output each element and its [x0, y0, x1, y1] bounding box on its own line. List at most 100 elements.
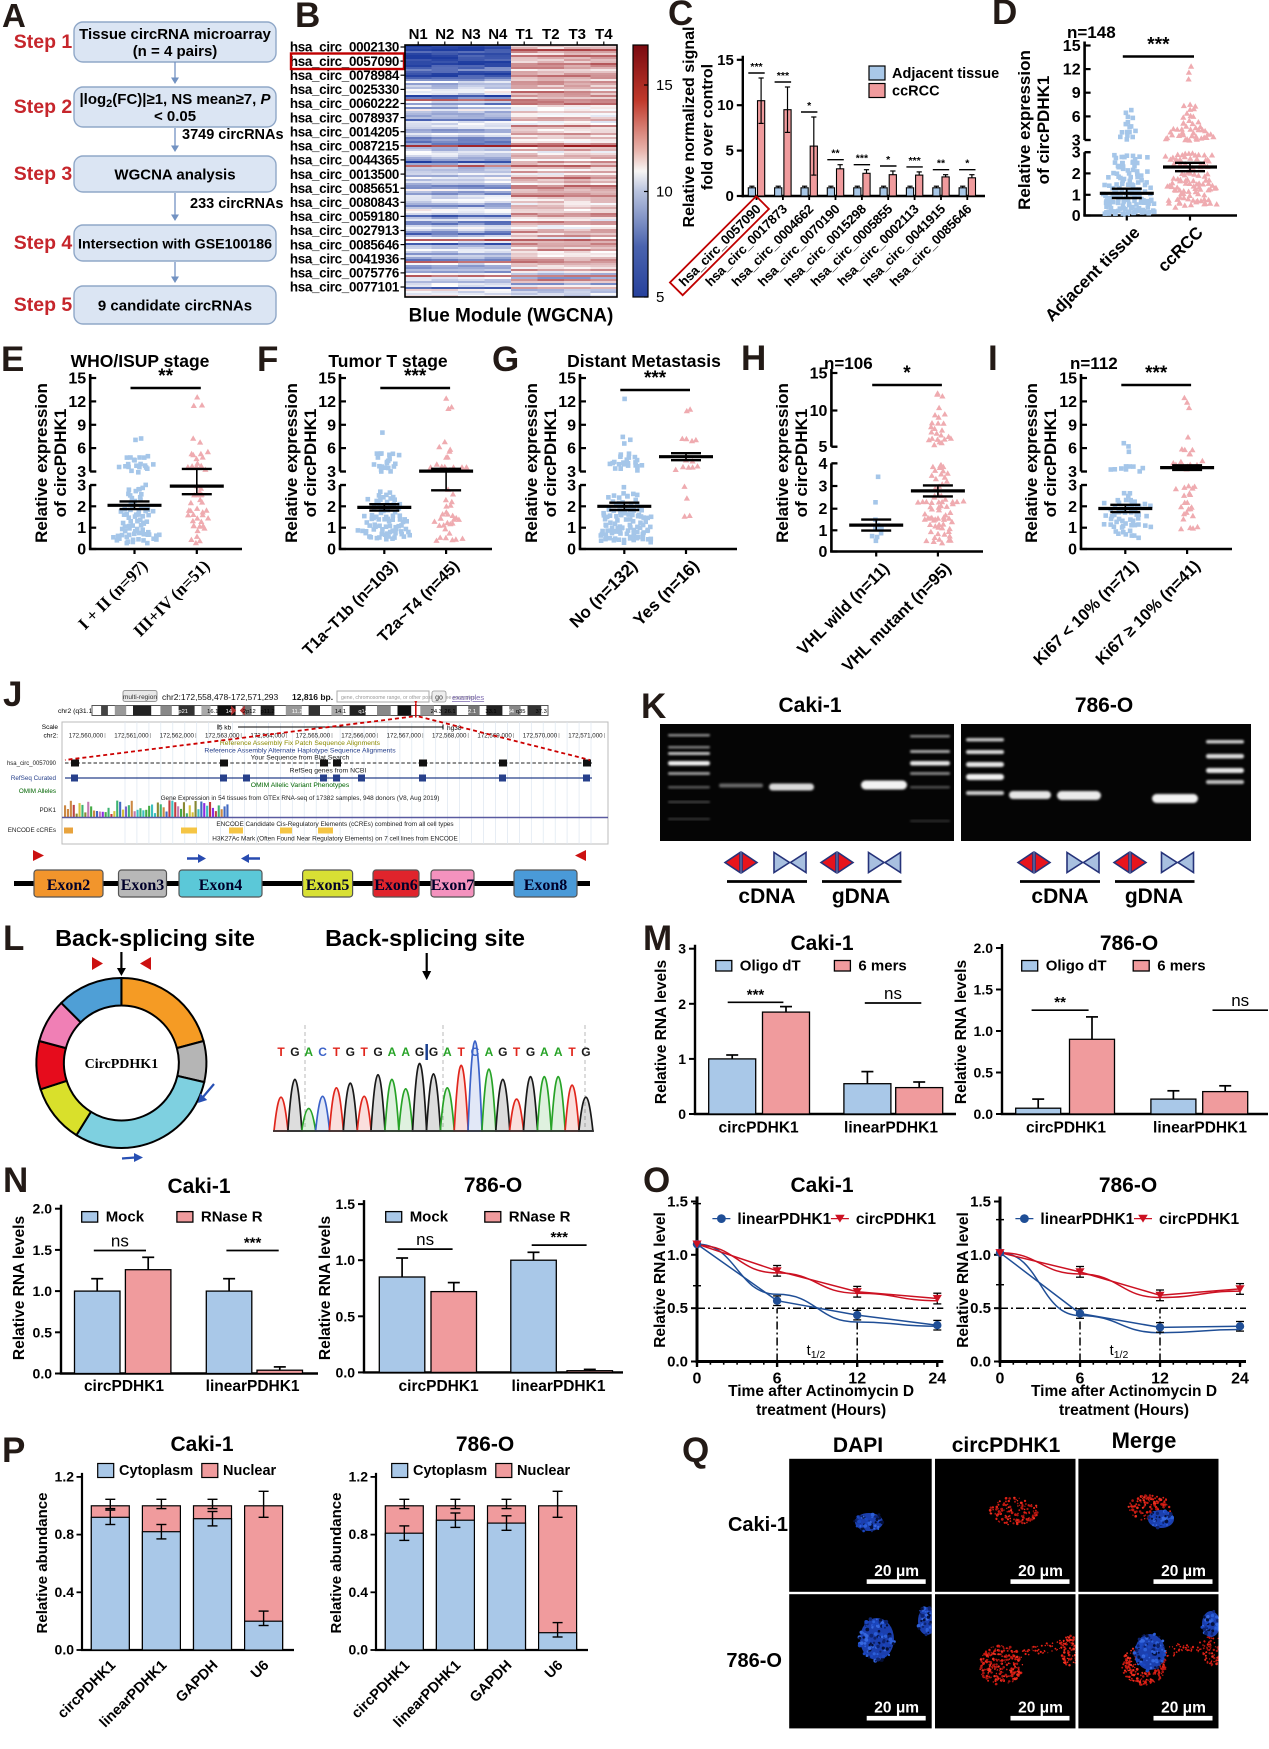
- svg-text:Relative normalized signal: Relative normalized signal: [681, 27, 698, 228]
- svg-text:4: 4: [818, 456, 827, 473]
- svg-text:< 0.05: < 0.05: [154, 108, 196, 125]
- svg-text:circPDHK1: circPDHK1: [952, 1434, 1061, 1457]
- svg-text:C: C: [668, 0, 693, 33]
- svg-text:1: 1: [77, 520, 86, 537]
- svg-text:172,566,000: 172,566,000: [341, 733, 376, 740]
- svg-text:linearPDHK1: linearPDHK1: [512, 1378, 606, 1395]
- svg-text:1.5: 1.5: [33, 1242, 53, 1258]
- svg-text:***: ***: [1147, 35, 1170, 56]
- svg-text:T3: T3: [568, 26, 586, 43]
- svg-text:786-O: 786-O: [1075, 694, 1133, 717]
- svg-text:172,570,000: 172,570,000: [523, 733, 558, 740]
- svg-text:Nuclear: Nuclear: [517, 1463, 571, 1479]
- svg-text:Exon3: Exon3: [121, 877, 165, 894]
- svg-text:1.2: 1.2: [349, 1468, 369, 1484]
- svg-text:0.8: 0.8: [349, 1526, 369, 1542]
- svg-text:0.0: 0.0: [33, 1366, 53, 1382]
- svg-text:ns: ns: [416, 1230, 434, 1249]
- svg-text:1.0: 1.0: [974, 1023, 994, 1039]
- svg-text:Step 4: Step 4: [14, 232, 73, 254]
- svg-text:9: 9: [1072, 85, 1081, 102]
- svg-text:T: T: [277, 1045, 285, 1059]
- svg-text:2: 2: [818, 501, 827, 518]
- svg-text:Adjacent tissue: Adjacent tissue: [892, 66, 999, 82]
- svg-text:1.5: 1.5: [974, 982, 994, 998]
- svg-text:2: 2: [77, 499, 86, 516]
- svg-text:K: K: [641, 687, 666, 726]
- svg-text:hsa_circ_0013500: hsa_circ_0013500: [290, 167, 399, 182]
- svg-text:H3K27Ac Mark (Often Found Near: H3K27Ac Mark (Often Found Near Regulator…: [212, 836, 457, 843]
- svg-text:0: 0: [77, 542, 86, 559]
- svg-text:1: 1: [818, 523, 827, 540]
- svg-text:cDNA: cDNA: [738, 885, 795, 908]
- svg-text:**: **: [831, 148, 840, 160]
- svg-text:Exon6: Exon6: [374, 877, 418, 894]
- svg-text:q34: q34: [504, 709, 514, 715]
- svg-text:6 mers: 6 mers: [858, 958, 906, 975]
- svg-text:gDNA: gDNA: [1125, 885, 1183, 908]
- svg-text:***: ***: [856, 153, 869, 165]
- svg-text:3: 3: [77, 464, 86, 481]
- svg-text:n=148: n=148: [1067, 23, 1116, 42]
- svg-text:Relative RNA level: Relative RNA level: [955, 1212, 972, 1348]
- svg-text:6: 6: [327, 441, 336, 458]
- svg-text:0.0: 0.0: [970, 1354, 991, 1371]
- svg-text:786-O: 786-O: [456, 1433, 514, 1456]
- svg-text:A: A: [388, 1045, 397, 1059]
- svg-text:Step 3: Step 3: [14, 163, 73, 185]
- svg-text:G: G: [526, 1045, 535, 1059]
- svg-text:172,567,000: 172,567,000: [387, 733, 422, 740]
- svg-text:Oligo dT: Oligo dT: [740, 958, 801, 975]
- svg-text:WHO/ISUP stage: WHO/ISUP stage: [71, 351, 210, 371]
- svg-text:N1: N1: [409, 26, 428, 43]
- svg-text:Step 2: Step 2: [14, 96, 73, 118]
- svg-text:L: L: [3, 919, 24, 958]
- svg-text:circPDHK1: circPDHK1: [84, 1378, 164, 1395]
- svg-text:Caki-1: Caki-1: [167, 1175, 230, 1198]
- svg-text:examples: examples: [452, 693, 484, 702]
- svg-text:0.5: 0.5: [33, 1324, 53, 1340]
- svg-text:Gene Expression in 54 tissues: Gene Expression in 54 tissues from GTEx …: [161, 795, 440, 802]
- svg-text:172,561,000: 172,561,000: [114, 733, 149, 740]
- svg-text:0.0: 0.0: [974, 1106, 994, 1122]
- svg-text:hsa_circ_0078937: hsa_circ_0078937: [290, 110, 399, 125]
- svg-text:hsa_circ_0085651: hsa_circ_0085651: [290, 181, 400, 196]
- svg-text:172,563,000: 172,563,000: [205, 733, 240, 740]
- svg-text:of circPDHK1: of circPDHK1: [792, 409, 811, 518]
- svg-text:Back-splicing site: Back-splicing site: [55, 925, 255, 951]
- svg-text:A: A: [540, 1045, 549, 1059]
- svg-text:hsa_circ_0080843: hsa_circ_0080843: [290, 195, 399, 210]
- svg-text:***: ***: [244, 1235, 262, 1252]
- svg-text:16.1: 16.1: [207, 709, 218, 715]
- svg-text:linearPDHK1: linearPDHK1: [1040, 1211, 1134, 1228]
- svg-text:N4: N4: [488, 26, 508, 43]
- svg-text:T: T: [361, 1045, 369, 1059]
- svg-text:786-O: 786-O: [464, 1174, 522, 1197]
- svg-text:1: 1: [678, 1051, 686, 1067]
- svg-text:B: B: [295, 0, 320, 35]
- svg-text:6: 6: [567, 441, 576, 458]
- svg-text:Back-splicing site: Back-splicing site: [325, 925, 525, 951]
- svg-text:hsa_circ_0078984: hsa_circ_0078984: [290, 68, 400, 83]
- svg-text:0.4: 0.4: [349, 1584, 369, 1600]
- svg-text:0.0: 0.0: [667, 1354, 688, 1371]
- svg-text:***: ***: [550, 1229, 568, 1246]
- svg-text:172,568,000: 172,568,000: [432, 733, 467, 740]
- svg-text:Exon8: Exon8: [524, 877, 568, 894]
- svg-text:Caki-1: Caki-1: [790, 1174, 853, 1197]
- svg-text:1: 1: [1072, 187, 1081, 204]
- svg-text:3: 3: [77, 478, 86, 495]
- svg-text:|log2(FC)|≥1, NS mean≥7, P: |log2(FC)|≥1, NS mean≥7, P: [79, 91, 271, 110]
- svg-text:3749 circRNAs: 3749 circRNAs: [182, 127, 284, 143]
- svg-text:2: 2: [1068, 499, 1077, 516]
- svg-text:15: 15: [68, 371, 86, 388]
- svg-text:*: *: [965, 158, 970, 170]
- svg-text:15: 15: [810, 366, 828, 383]
- svg-text:F: F: [257, 340, 278, 379]
- svg-text:5: 5: [818, 439, 827, 456]
- svg-text:fold over control: fold over control: [700, 64, 717, 190]
- svg-text:Scale: Scale: [42, 724, 59, 731]
- svg-text:hsa_circ_0057090: hsa_circ_0057090: [7, 761, 57, 767]
- svg-text:OMIM Allelic Variant Phenotype: OMIM Allelic Variant Phenotypes: [251, 782, 350, 789]
- svg-text:OMIM Alleles: OMIM Alleles: [19, 788, 56, 795]
